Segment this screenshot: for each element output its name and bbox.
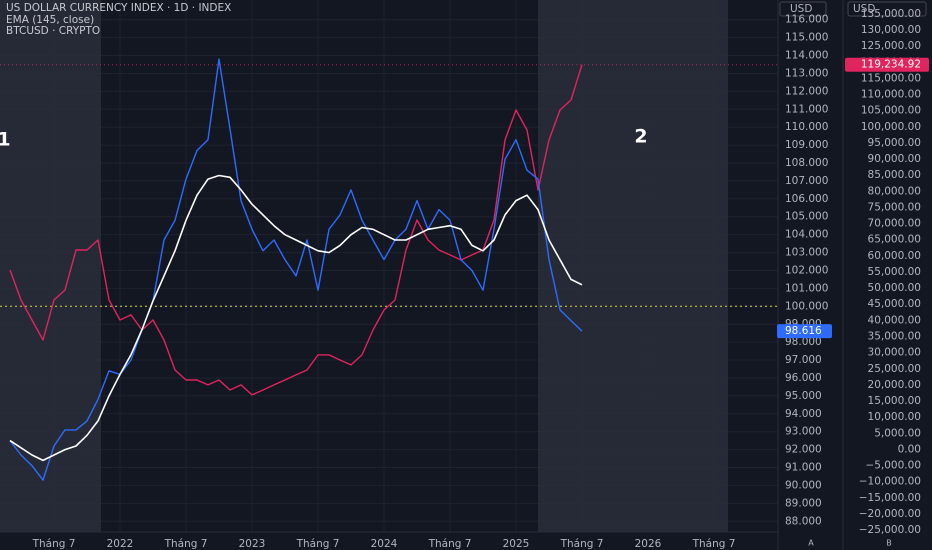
y2-tick-label: 40,000.00 — [868, 314, 921, 326]
axis-header-box[interactable] — [847, 1, 927, 17]
y2-tick-label: 125,000.00 — [861, 40, 921, 52]
y-tick-label: 96.000 — [785, 372, 822, 384]
y2-tick-label: 85,000.00 — [868, 169, 921, 181]
axis-header[interactable]: USD — [853, 3, 875, 15]
x-tick-label: Tháng 7 — [296, 538, 340, 550]
y-tick-label: 111.000 — [785, 103, 828, 115]
y-tick-label: 94.000 — [785, 408, 822, 420]
last-value-label: 98.616 — [785, 325, 822, 337]
y2-tick-label: 75,000.00 — [868, 201, 921, 213]
y-tick-label: 98.000 — [785, 336, 822, 348]
x-tick-label: Tháng 7 — [692, 538, 736, 550]
plot — [0, 58, 778, 481]
x-tick-label: Tháng 7 — [560, 538, 604, 550]
legend-entry: EMA (145, close) — [6, 14, 94, 26]
series-line — [9, 174, 583, 462]
scale-button[interactable]: A — [808, 539, 814, 548]
legend-entry: BTCUSD · CRYPTO — [6, 25, 100, 37]
y-tick-label: 109.000 — [785, 139, 828, 151]
y2-tick-label: −20,000.00 — [859, 508, 921, 520]
scale-button[interactable]: B — [886, 539, 892, 548]
y2-tick-label: 130,000.00 — [861, 24, 921, 36]
y2-tick-label: −15,000.00 — [859, 492, 921, 504]
y2-tick-label: −10,000.00 — [859, 476, 921, 488]
x-tick-label: 2025 — [503, 538, 530, 550]
shaded-range — [0, 0, 101, 532]
y-tick-label: 110.000 — [785, 121, 828, 133]
y-tick-label: 115.000 — [785, 32, 828, 44]
y-tick-label: 106.000 — [785, 193, 828, 205]
y2-tick-label: 105,000.00 — [861, 105, 921, 117]
annotation: 2 — [634, 126, 647, 148]
y2-tick-label: 80,000.00 — [868, 185, 921, 197]
x-tick-label: 2026 — [635, 538, 662, 550]
y2-tick-label: −5,000.00 — [865, 460, 921, 472]
y2-tick-label: 70,000.00 — [868, 218, 921, 230]
y2-tick-label: 45,000.00 — [868, 298, 921, 310]
y-tick-label: 100.000 — [785, 300, 828, 312]
x-tick-label: 2023 — [239, 538, 266, 550]
y2-tick-label: 30,000.00 — [868, 347, 921, 359]
y2-tick-label: 25,000.00 — [868, 363, 921, 375]
shaded-range — [538, 0, 728, 532]
y-tick-label: 114.000 — [785, 50, 828, 62]
y2-tick-label: 0.00 — [898, 443, 921, 455]
y-tick-label: 116.000 — [785, 14, 828, 26]
annotation: 1 — [0, 129, 11, 151]
y2-tick-label: 15,000.00 — [868, 395, 921, 407]
last-value-label: 119,234.92 — [861, 59, 921, 71]
y2-tick-label: −25,000.00 — [859, 524, 921, 536]
y2-tick-label: 5,000.00 — [874, 427, 921, 439]
y2-tick-label: 35,000.00 — [868, 330, 921, 342]
last-value-box — [777, 324, 832, 339]
y2-tick-label: 50,000.00 — [868, 282, 921, 294]
axis-header-box[interactable] — [779, 1, 827, 17]
y-tick-label: 101.000 — [785, 282, 828, 294]
x-tick-label: 2024 — [371, 538, 398, 550]
y-tick-label: 112.000 — [785, 85, 828, 97]
x-tick-label: Tháng 7 — [32, 538, 76, 550]
y-tick-label: 93.000 — [785, 426, 822, 438]
y-tick-label: 113.000 — [785, 67, 828, 79]
y-tick-label: 92.000 — [785, 444, 822, 456]
y-tick-label: 103.000 — [785, 247, 828, 259]
y-tick-label: 95.000 — [785, 390, 822, 402]
y-tick-label: 108.000 — [785, 157, 828, 169]
y2-tick-label: 90,000.00 — [868, 153, 921, 165]
x-tick-label: Tháng 7 — [164, 538, 208, 550]
x-tick-label: 2022 — [107, 538, 134, 550]
y-tick-label: 97.000 — [785, 354, 822, 366]
series-line — [9, 64, 583, 396]
y-tick-label: 91.000 — [785, 462, 822, 474]
series-line — [9, 58, 583, 481]
y2-tick-label: 100,000.00 — [861, 121, 921, 133]
y-tick-label: 107.000 — [785, 175, 828, 187]
y2-tick-label: 110,000.00 — [861, 89, 921, 101]
legend-entry: US DOLLAR CURRENCY INDEX · 1D · INDEX — [6, 2, 231, 14]
last-value-box — [845, 57, 929, 72]
y-tick-label: 105.000 — [785, 211, 828, 223]
y-tick-label: 89.000 — [785, 497, 822, 509]
y-tick-label: 88.000 — [785, 515, 822, 527]
y2-tick-label: 60,000.00 — [868, 250, 921, 262]
y2-tick-label: 115,000.00 — [861, 72, 921, 84]
y2-tick-label: 10,000.00 — [868, 411, 921, 423]
y2-tick-label: 65,000.00 — [868, 234, 921, 246]
y2-tick-label: 20,000.00 — [868, 379, 921, 391]
y-tick-label: 90.000 — [785, 479, 822, 491]
y2-tick-label: 135,000.00 — [861, 8, 921, 20]
x-tick-label: Tháng 7 — [428, 538, 472, 550]
y2-tick-label: 95,000.00 — [868, 137, 921, 149]
y-tick-label: 104.000 — [785, 229, 828, 241]
y2-tick-label: 55,000.00 — [868, 266, 921, 278]
axis-header[interactable]: USD — [790, 3, 812, 15]
y-tick-label: 102.000 — [785, 264, 828, 276]
